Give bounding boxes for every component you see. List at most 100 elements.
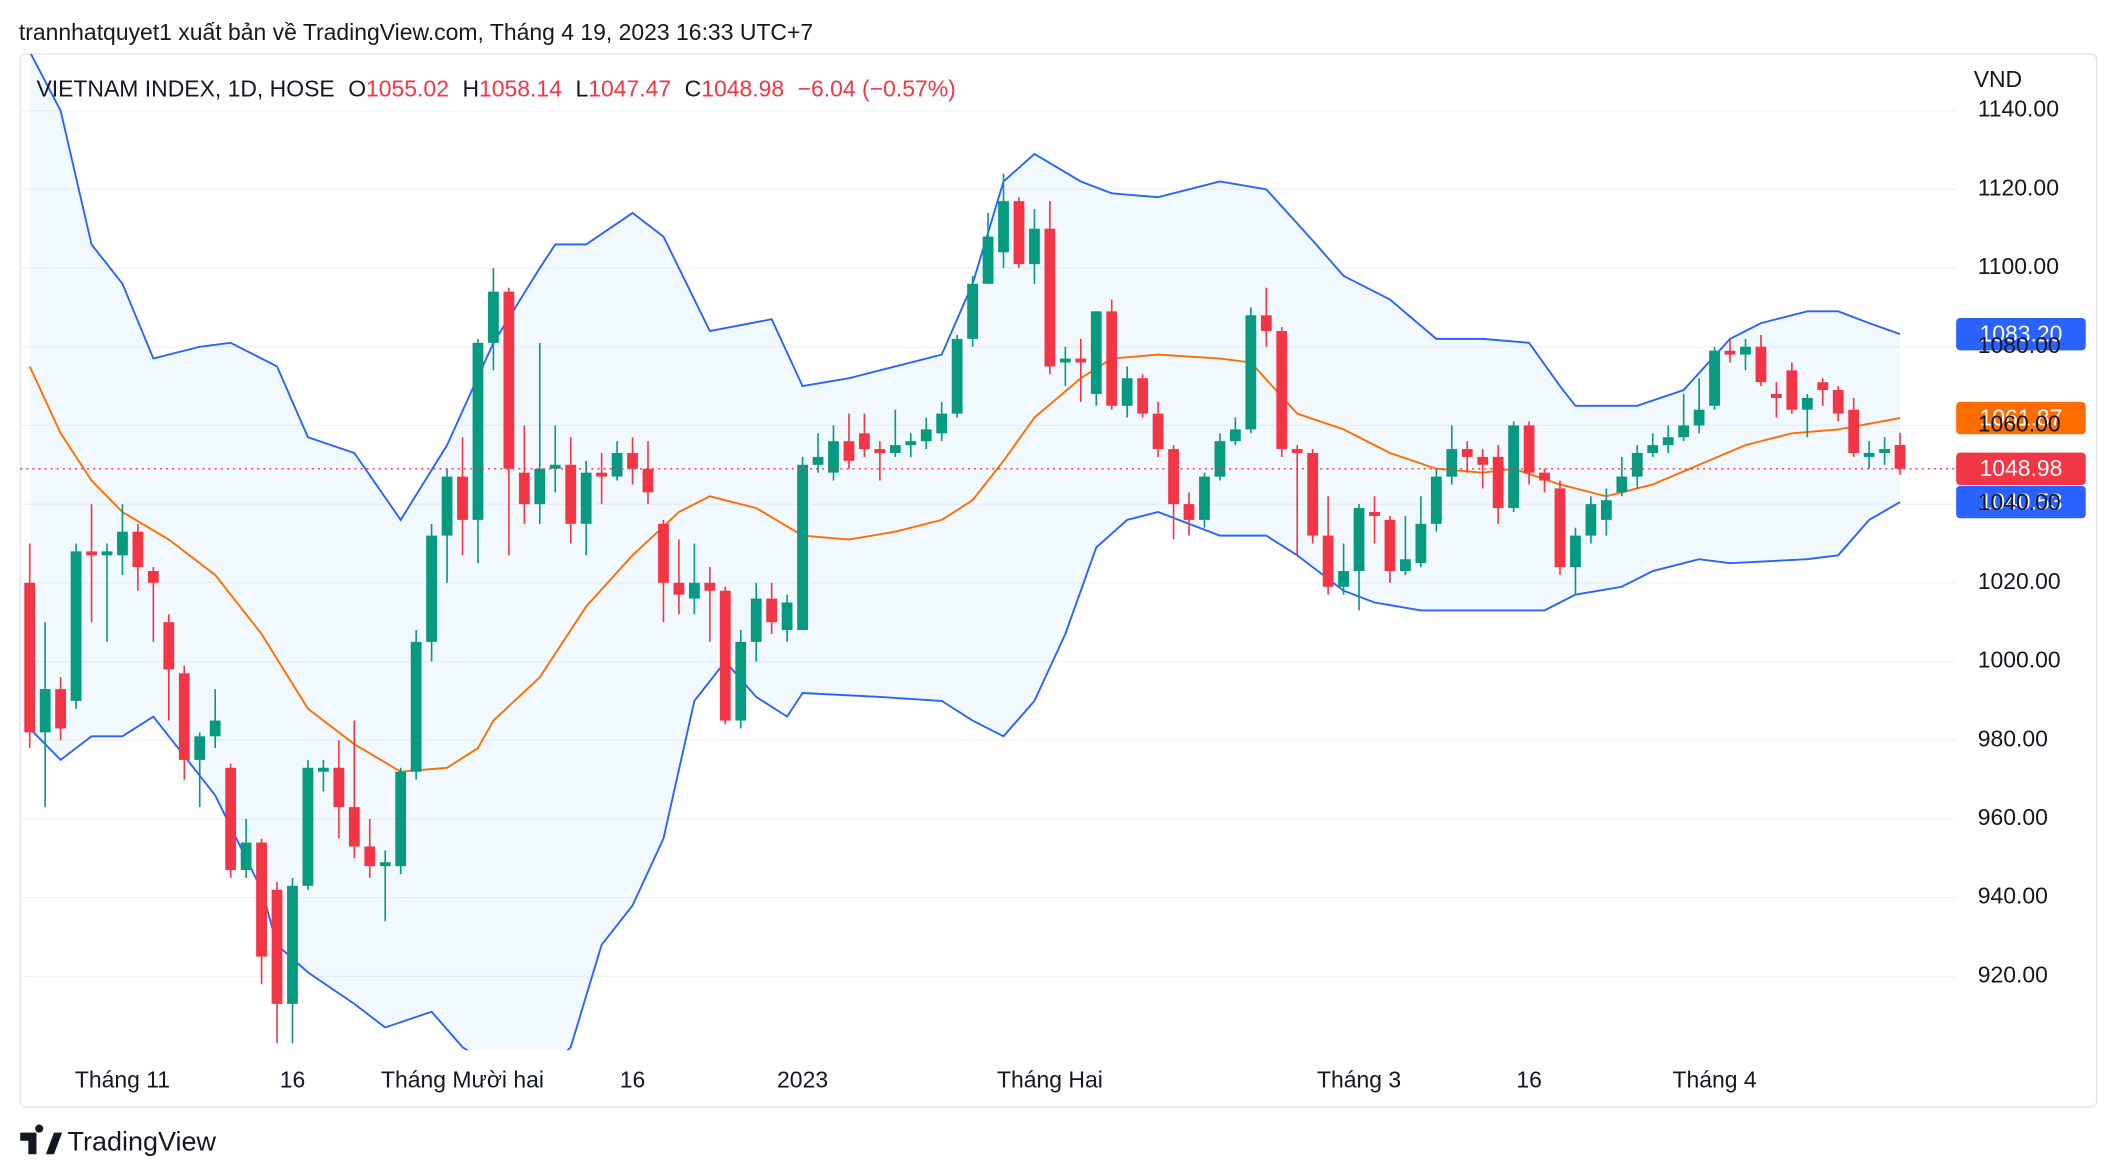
y-tick-label: 1140.00 — [1978, 96, 2059, 122]
candle-body — [719, 590, 731, 721]
candle-body — [1523, 425, 1535, 473]
candle-body — [1369, 512, 1380, 516]
price-label-box — [1956, 485, 2086, 519]
candle-body — [395, 771, 407, 867]
candle-body — [1291, 449, 1303, 453]
candle-body — [1322, 535, 1334, 587]
price-label: 1083.20 — [1979, 321, 2062, 347]
candle-body — [1044, 228, 1056, 367]
price-label-box — [1956, 317, 2086, 351]
candle-body — [101, 551, 113, 556]
candle-body — [147, 571, 159, 583]
legend-value: 1048.98 — [701, 76, 784, 102]
footer-brand[interactable]: TradingView — [68, 1127, 217, 1157]
candle-body — [348, 807, 360, 847]
candle-body — [1570, 535, 1581, 568]
candle-body — [1600, 500, 1612, 520]
candle-body — [1755, 346, 1767, 383]
candle-body — [843, 441, 855, 461]
candle-body — [781, 602, 793, 631]
candle-body — [1276, 331, 1288, 450]
candle-body — [967, 283, 979, 339]
candle-body — [580, 472, 592, 524]
candle-body — [1848, 409, 1860, 453]
candle-body — [951, 338, 963, 414]
candle-body — [364, 846, 376, 867]
legend-value: 1058.14 — [479, 76, 562, 102]
candle-body — [1724, 350, 1736, 355]
candle-body — [1199, 476, 1210, 520]
candle-body — [565, 464, 577, 524]
candle-body — [1013, 201, 1025, 265]
candle-body — [534, 468, 546, 505]
candle-body — [750, 598, 762, 642]
candle-body — [1894, 445, 1906, 469]
legend-key: H — [462, 76, 479, 102]
candle-body — [132, 531, 144, 568]
candle-body — [1229, 429, 1241, 442]
candle-body — [1879, 449, 1890, 453]
candle-body — [70, 551, 82, 701]
candle-body — [1168, 449, 1179, 505]
candle-body — [302, 767, 314, 886]
candle-body — [317, 767, 329, 772]
x-tick-label: 16 — [1516, 1066, 1542, 1092]
candle-body — [1152, 413, 1164, 450]
candle-body — [596, 472, 608, 477]
y-tick-label: 960.00 — [1978, 804, 2048, 830]
candle-body — [1647, 445, 1659, 453]
y-tick-label: 1120.00 — [1978, 174, 2059, 200]
candle-body — [256, 842, 267, 957]
candle-body — [24, 582, 36, 733]
candle-body — [1863, 452, 1875, 457]
legend-key: L — [575, 76, 588, 102]
symbol-legend: VIETNAM INDEX, 1D, HOSE O1055.02 H1058.14 L… — [36, 76, 955, 102]
candle-body — [117, 531, 128, 556]
candle-body — [1832, 390, 1844, 414]
tradingview-logo[interactable]: TradingView — [20, 1124, 217, 1157]
price-label: 1061.87 — [1979, 405, 2062, 431]
candle-body — [982, 236, 994, 284]
candle-body — [472, 342, 484, 520]
y-tick-label: 1040.00 — [1978, 489, 2061, 515]
x-tick-label: 2023 — [777, 1066, 828, 1092]
y-tick-label: 1020.00 — [1978, 568, 2061, 594]
candle-body — [1662, 437, 1674, 446]
legend-key: O — [348, 76, 366, 102]
candle-body — [1214, 441, 1226, 477]
candle-body — [240, 842, 252, 871]
chart-frame — [19, 53, 2098, 1108]
logo-icon[interactable] — [20, 1124, 63, 1155]
overlay: 1083.20 1061.87 1048.98 1040.53 — [1956, 317, 2086, 519]
legend-symbol: VIETNAM INDEX, 1D, HOSE — [36, 76, 334, 102]
y-tick-label: 920.00 — [1978, 961, 2048, 987]
candle-body — [735, 641, 747, 721]
candle-body — [1631, 452, 1643, 477]
candle-body — [1786, 370, 1798, 410]
x-tick-label: 16 — [280, 1066, 306, 1092]
y-tick-label: 940.00 — [1978, 883, 2048, 909]
candle-body — [658, 523, 669, 583]
candle-body — [209, 720, 221, 737]
y-tick-label: 980.00 — [1978, 725, 2048, 751]
candle-body — [178, 673, 190, 760]
candle-body — [1121, 378, 1133, 406]
legend-value: 1055.02 — [366, 76, 449, 102]
y-tick-label: 1080.00 — [1978, 332, 2061, 358]
candle-body — [1585, 504, 1597, 536]
legend-value: 1047.47 — [588, 76, 671, 102]
header-title: trannhatquyet1 xuất bản về TradingView.c… — [19, 19, 813, 45]
candle-body — [410, 641, 422, 772]
price-label: 1048.98 — [1979, 455, 2062, 481]
x-tick-label: 16 — [620, 1066, 646, 1092]
candle-body — [55, 689, 67, 729]
candle-body — [920, 429, 932, 442]
price-label-box — [1956, 401, 2086, 435]
candle-body — [503, 291, 515, 469]
candle-body — [611, 452, 623, 477]
candle-body — [488, 291, 499, 343]
candle-body — [163, 622, 175, 670]
legend-change: −6.04 (−0.57%) — [798, 76, 956, 102]
candle-body — [1029, 228, 1040, 265]
